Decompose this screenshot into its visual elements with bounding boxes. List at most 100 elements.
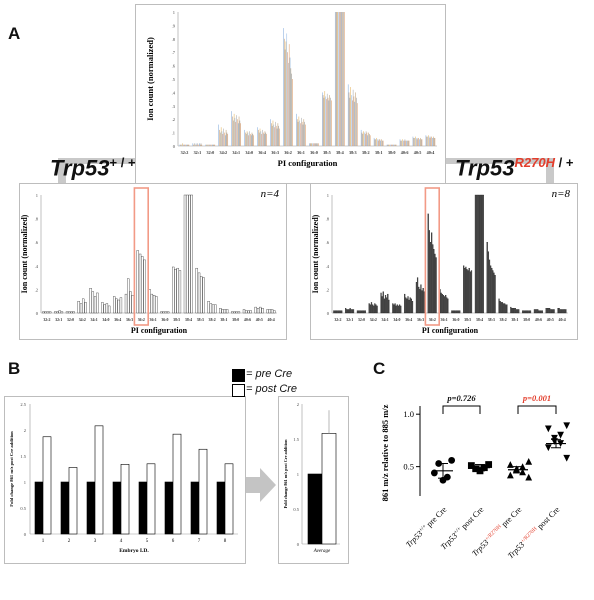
bar-embryo-5-pre bbox=[138, 481, 148, 535]
bar-32-2 bbox=[188, 144, 190, 146]
x-tick-label-40-5: 40:5 bbox=[414, 150, 422, 155]
bar-40-4 bbox=[428, 135, 429, 146]
bar-34-2 bbox=[82, 298, 85, 314]
bar-36-2 bbox=[431, 232, 433, 314]
bar-38-4 bbox=[474, 194, 477, 314]
bar-38-1 bbox=[510, 306, 512, 314]
y-axis-label: Ion count (normalized) bbox=[311, 214, 320, 293]
y-tick-label: 0.5 bbox=[20, 506, 26, 511]
bar-40-6 bbox=[247, 310, 250, 314]
bar-34-1 bbox=[382, 291, 384, 314]
bar-36-1 bbox=[440, 292, 442, 314]
bar-34-1 bbox=[237, 123, 239, 146]
point-group-1 bbox=[443, 473, 451, 481]
bar-36-1 bbox=[297, 121, 299, 146]
bar-36-2 bbox=[289, 57, 291, 147]
bar-34-2 bbox=[79, 303, 83, 314]
bar-36-2 bbox=[428, 230, 430, 314]
bar-embryo-6-post bbox=[172, 433, 182, 535]
bar-38-5 bbox=[322, 92, 323, 146]
bar-32-0 bbox=[208, 144, 210, 146]
bar-38-4 bbox=[478, 194, 480, 314]
bar-36-0 bbox=[454, 310, 456, 314]
point-group-2 bbox=[472, 465, 480, 473]
bar-36-2 bbox=[136, 250, 139, 314]
bar-40-5 bbox=[414, 137, 415, 146]
bar-40-4 bbox=[559, 309, 561, 314]
x-axis-label: PI configuration bbox=[131, 326, 188, 335]
y-tick-label: .9 bbox=[172, 23, 176, 28]
bar-32-0 bbox=[357, 310, 360, 314]
y-tick-label: 0 bbox=[297, 542, 300, 547]
bar-36-3 bbox=[418, 286, 420, 314]
point-group-4 bbox=[557, 431, 564, 439]
x-tick-label-40-4: 40:4 bbox=[427, 150, 436, 155]
bar-40-5 bbox=[421, 139, 423, 146]
bar-34-2 bbox=[375, 304, 377, 314]
bar-38-0 bbox=[523, 310, 525, 314]
bar-38-1 bbox=[380, 140, 381, 146]
bar-34-0 bbox=[101, 302, 104, 314]
bar-32-1 bbox=[195, 143, 197, 146]
bar-36-2 bbox=[141, 256, 144, 314]
bar-32-1 bbox=[196, 144, 198, 146]
bar-36-2 bbox=[290, 68, 292, 146]
x-tick-label-34-1: 34:1 bbox=[91, 318, 98, 322]
bar-38-5 bbox=[329, 95, 330, 146]
bar-36-4 bbox=[262, 129, 263, 146]
bar-32-2 bbox=[182, 144, 184, 146]
bar-36-1 bbox=[155, 296, 158, 314]
bar-34-2 bbox=[223, 128, 224, 146]
bar-40-5 bbox=[417, 137, 419, 146]
bar-32-2 bbox=[186, 144, 188, 146]
bar-32-0 bbox=[364, 310, 366, 314]
bar-32-0 bbox=[205, 144, 207, 146]
bar-32-1 bbox=[192, 143, 194, 146]
n-label: n=4 bbox=[261, 188, 280, 200]
bar-32-1 bbox=[194, 144, 196, 146]
bar-36-1 bbox=[150, 293, 154, 314]
bar-embryo-5-post bbox=[146, 463, 156, 535]
bar-34-0 bbox=[105, 303, 109, 314]
bar-36-3 bbox=[271, 123, 272, 146]
point-group-3 bbox=[525, 473, 533, 481]
bar-36-4 bbox=[260, 131, 262, 146]
highlight-box-36-2 bbox=[424, 187, 441, 326]
bar-34-0 bbox=[245, 132, 246, 146]
bar-embryo-2-post bbox=[68, 467, 78, 535]
bar-40-4 bbox=[557, 308, 559, 314]
bar-38-4 bbox=[480, 194, 482, 314]
bar-34-0 bbox=[247, 132, 249, 146]
bar-32-2 bbox=[180, 144, 181, 146]
x-tick-label-38-0: 38:0 bbox=[388, 150, 396, 155]
bar-32-1 bbox=[347, 309, 349, 314]
bar-38-2 bbox=[209, 303, 213, 314]
bar-38-5 bbox=[465, 266, 467, 314]
bar-36-2 bbox=[138, 253, 142, 314]
y-tick-label: .5 bbox=[172, 77, 176, 82]
bar-38-1 bbox=[515, 309, 518, 314]
bar-36-3 bbox=[129, 291, 132, 314]
bar-32-1 bbox=[54, 311, 57, 314]
x-tick-label-38-1: 38:1 bbox=[511, 318, 518, 322]
y-tick-label: .4 bbox=[326, 264, 330, 269]
bar-40-4 bbox=[428, 136, 430, 146]
bar-38-3 bbox=[493, 272, 495, 314]
bar-34-2 bbox=[368, 303, 370, 314]
bar-38-0 bbox=[386, 144, 388, 146]
bar-32-2 bbox=[185, 144, 186, 146]
bar-38-3 bbox=[351, 95, 352, 146]
bar-38-1 bbox=[513, 308, 515, 314]
bar-32-0 bbox=[213, 144, 215, 146]
bar-40-5 bbox=[550, 309, 552, 314]
x-tick-label-32-2: 32:2 bbox=[334, 318, 341, 322]
x-tick-label-36-0: 36:0 bbox=[310, 150, 318, 155]
x-tick-label-34-2: 34:2 bbox=[370, 318, 377, 322]
bar-40-6 bbox=[245, 310, 248, 314]
bar-40-4 bbox=[433, 137, 435, 146]
x-tick-label-5: 5 bbox=[146, 539, 149, 544]
bar-36-3 bbox=[127, 278, 130, 314]
bar-36-2 bbox=[285, 41, 287, 147]
bar-36-1 bbox=[443, 296, 446, 314]
bar-40-5 bbox=[415, 136, 416, 146]
